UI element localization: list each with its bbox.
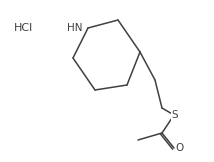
Text: O: O [176,143,184,153]
Text: S: S [172,110,178,120]
Text: HN: HN [67,23,83,33]
Text: HCl: HCl [14,23,34,33]
